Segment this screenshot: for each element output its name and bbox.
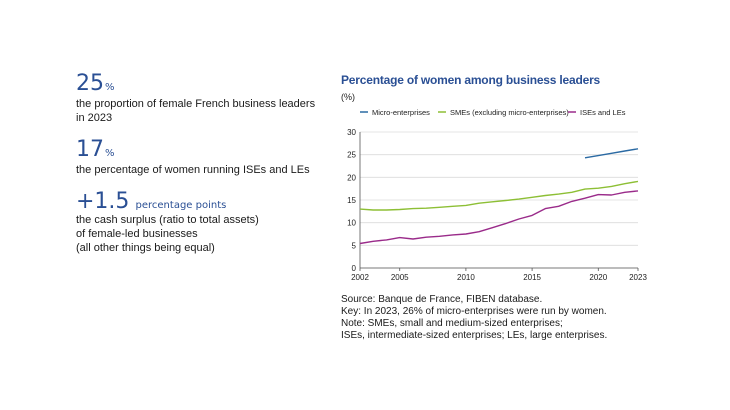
kpi-unit: percentage points <box>135 200 227 211</box>
series-line <box>359 180 639 211</box>
kpi-unit: % <box>105 82 115 93</box>
source-note: Source: Banque de France, FIBEN database… <box>341 294 543 305</box>
legend-item: Micro-enterprises <box>372 108 430 117</box>
chart-notes: Source: Banque de France, FIBEN database… <box>341 294 607 342</box>
series-line <box>359 190 639 245</box>
line-chart: (%) Micro-enterprises SMEs (excluding micr… <box>341 92 647 282</box>
kpi-description: the percentage of women running ISEs and… <box>76 164 310 176</box>
x-tick-label: 2005 <box>391 273 409 282</box>
y-tick-label: 5 <box>352 241 357 250</box>
y-axis-unit: (%) <box>341 92 355 102</box>
legend-item: SMEs (excluding micro-enterprises) <box>450 108 569 117</box>
kpi-value: +1.5 <box>76 189 130 214</box>
key-note: Key: In 2023, 26% of micro-enterprises w… <box>341 306 607 317</box>
legend-item: ISEs and LEs <box>580 108 626 117</box>
y-tick-label: 15 <box>347 196 356 205</box>
chart-title: Percentage of women among business leade… <box>341 73 601 87</box>
x-tick-label: 2020 <box>589 273 607 282</box>
kpi-cash-surplus: +1.5 percentage points the cash surplus … <box>76 191 326 255</box>
kpi-value: 25 <box>76 71 104 96</box>
abbreviation-note: Note: SMEs, small and medium-sized enter… <box>341 318 563 329</box>
series-line <box>584 148 639 159</box>
kpi-description: the proportion of female French business… <box>76 98 316 124</box>
x-tick-label: 2015 <box>523 273 541 282</box>
y-tick-label: 30 <box>347 128 356 137</box>
y-tick-label: 10 <box>347 219 356 228</box>
kpi-description: the cash surplus (ratio to total assets)… <box>76 214 259 254</box>
y-tick-label: 0 <box>352 264 357 273</box>
y-tick-label: 25 <box>347 151 356 160</box>
x-tick-label: 2002 <box>351 273 369 282</box>
x-tick-label: 2023 <box>629 273 647 282</box>
kpi-unit: % <box>105 148 115 159</box>
kpi-value: 17 <box>76 137 104 162</box>
x-tick-label: 2010 <box>457 273 475 282</box>
abbreviation-note: ISEs, intermediate-sized enterprises; LE… <box>341 330 608 341</box>
kpi-ise-le-leaders: 17% the percentage of women running ISEs… <box>76 139 326 177</box>
y-tick-label: 20 <box>347 173 356 182</box>
key-figures: 25% the proportion of female French busi… <box>76 73 326 269</box>
kpi-female-leaders: 25% the proportion of female French busi… <box>76 73 326 125</box>
